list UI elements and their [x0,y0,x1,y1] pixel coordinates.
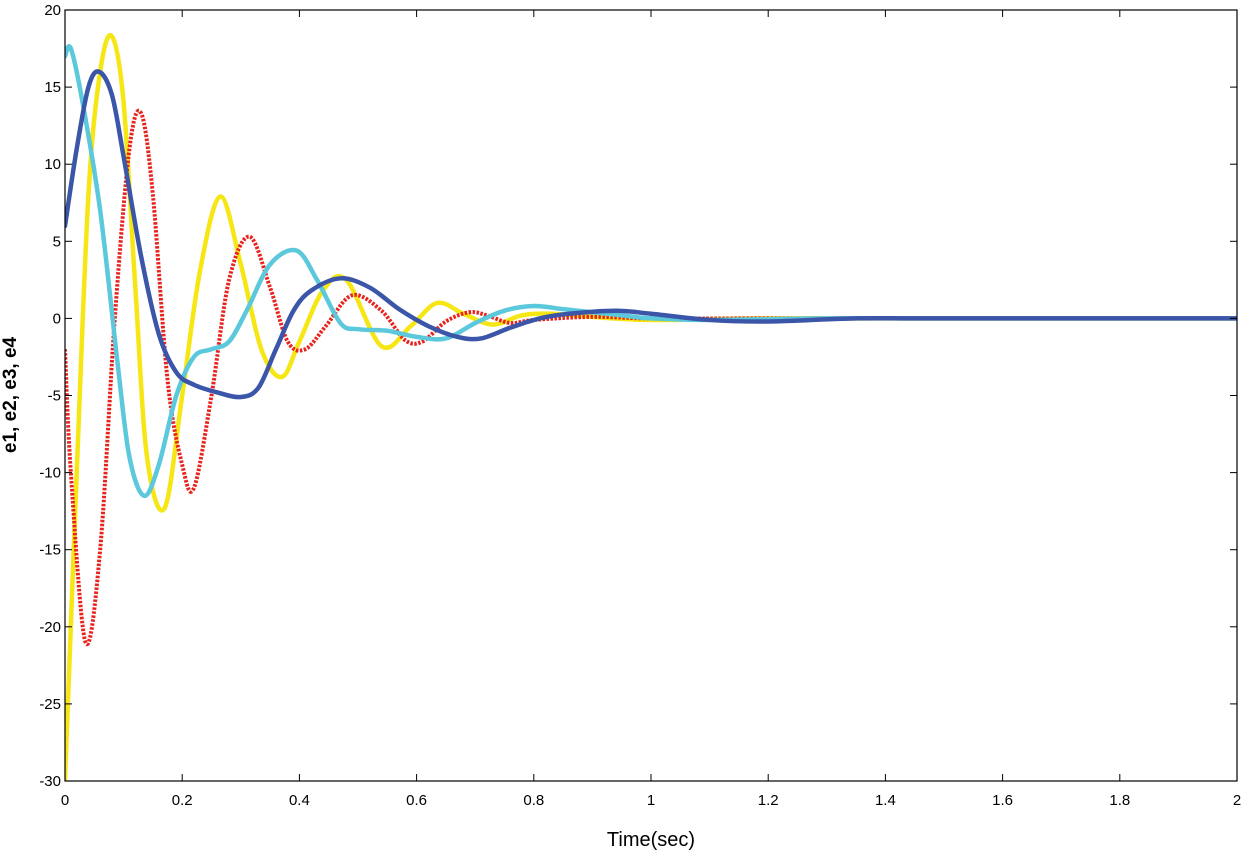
x-tick-label: 0.2 [172,792,193,809]
plot-background [65,10,1237,781]
series-line-4 [65,69,1237,400]
y-axis-label: e1, e2, e3, e4 [0,336,21,453]
x-tick-label: 0 [61,792,69,809]
x-tick-label: 2 [1233,792,1241,809]
y-tick-label: 20 [44,2,61,19]
y-tick-label: -15 [39,542,61,559]
x-axis-ticks: 0 0.2 0.4 0.6 0.8 1 1.2 1.4 1.6 1.8 2 [61,10,1241,809]
series-layer [65,32,1237,781]
series-line-3 [65,44,1237,498]
x-tick-label: 0.6 [406,792,427,809]
plot-frame [64,9,1238,782]
y-tick-label: -5 [48,388,61,405]
y-tick-label: 5 [53,233,61,250]
y-tick-label: -30 [39,773,61,790]
y-tick-label: -20 [39,619,61,636]
y-tick-label: -10 [39,465,61,482]
x-tick-label: 1 [647,792,655,809]
x-tick-label: 1.6 [992,792,1013,809]
x-tick-label: 0.8 [523,792,544,809]
y-tick-label: 0 [53,310,61,327]
x-tick-label: 1.8 [1109,792,1130,809]
y-tick-label: 10 [44,156,61,173]
series-line-2 [65,108,1237,647]
x-tick-label: 1.2 [758,792,779,809]
y-axis-ticks: -30 -25 -20 -15 -10 -5 0 5 10 15 20 [39,2,1237,790]
x-tick-label: 0.4 [289,792,310,809]
x-tick-label: 1.4 [875,792,896,809]
x-axis-label: Time(sec) [607,829,695,851]
y-tick-label: -25 [39,696,61,713]
y-tick-label: 15 [44,79,61,96]
